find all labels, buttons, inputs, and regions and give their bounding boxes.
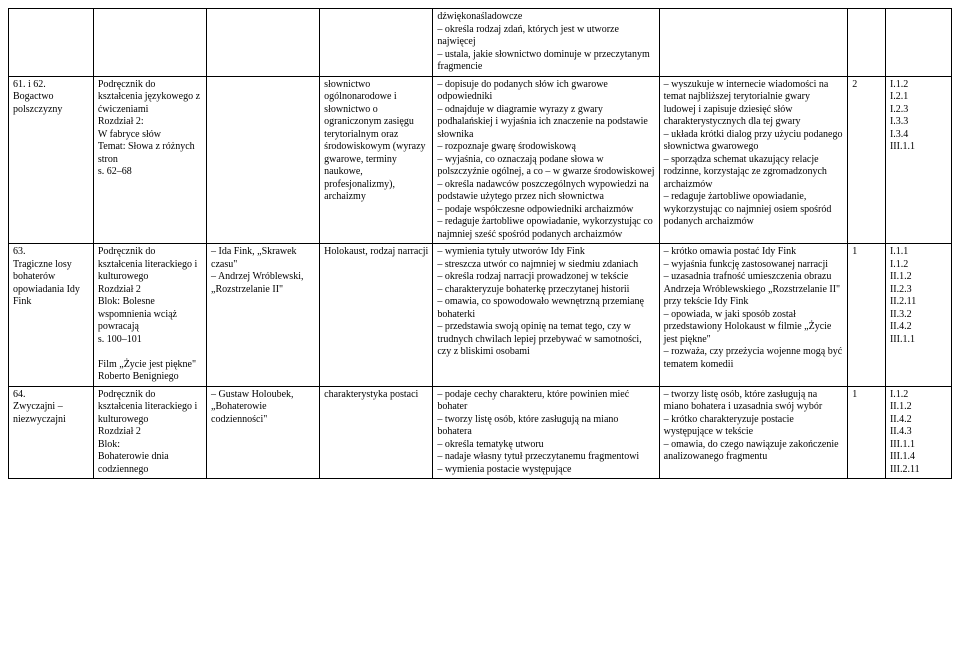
cell-c8: I.1.2II.1.2II.4.2II.4.3III.1.1III.1.4III… xyxy=(885,386,951,479)
cell-c8: I.1.1I.1.2II.1.2II.2.3II.2.11II.3.2II.4.… xyxy=(885,244,951,387)
cell-c6: – wyszukuje w internecie wiadomości na t… xyxy=(659,76,848,244)
cell-c1: 64.Zwyczajni – niezwyczajni xyxy=(9,386,94,479)
cell-c4 xyxy=(320,9,433,77)
cell-c5: – dopisuje do podanych słów ich gwarowe … xyxy=(433,76,659,244)
cell-c4: charakterystyka postaci xyxy=(320,386,433,479)
table-row: 63.Tragiczne losy bohaterów opowiadania … xyxy=(9,244,952,387)
cell-c5: – podaje cechy charakteru, które powinie… xyxy=(433,386,659,479)
cell-c7: 1 xyxy=(848,244,886,387)
cell-c4: Holokaust, rodzaj narracji xyxy=(320,244,433,387)
cell-c3: – Ida Fink, „Skrawek czasu"– Andrzej Wró… xyxy=(207,244,320,387)
cell-c8 xyxy=(885,9,951,77)
cell-c3: – Gustaw Holoubek, „Bohaterowie codzienn… xyxy=(207,386,320,479)
cell-c3 xyxy=(207,76,320,244)
cell-c6: – krótko omawia postać Idy Fink– wyjaśni… xyxy=(659,244,848,387)
table-row: 64.Zwyczajni – niezwyczajniPodręcznik do… xyxy=(9,386,952,479)
cell-c7: 2 xyxy=(848,76,886,244)
cell-c5: – wymienia tytuły utworów Idy Fink– stre… xyxy=(433,244,659,387)
cell-c6 xyxy=(659,9,848,77)
cell-c2: Podręcznik do kształcenia literackiego i… xyxy=(93,244,206,387)
cell-c7: 1 xyxy=(848,386,886,479)
cell-c1: 63.Tragiczne losy bohaterów opowiadania … xyxy=(9,244,94,387)
table-row: 61. i 62.Bogactwo polszczyznyPodręcznik … xyxy=(9,76,952,244)
cell-c2: Podręcznik do kształcenia literackiego i… xyxy=(93,386,206,479)
cell-c4: słownictwo ogólnonarodowe i słownictwo o… xyxy=(320,76,433,244)
cell-c1 xyxy=(9,9,94,77)
cell-c8: I.1.2I.2.1I.2.3I.3.3I.3.4III.1.1 xyxy=(885,76,951,244)
table-row: dźwiękonaśladowcze– określa rodzaj zdań,… xyxy=(9,9,952,77)
cell-c2 xyxy=(93,9,206,77)
cell-c6: – tworzy listę osób, które zasługują na … xyxy=(659,386,848,479)
cell-c1: 61. i 62.Bogactwo polszczyzny xyxy=(9,76,94,244)
cell-c3 xyxy=(207,9,320,77)
cell-c2: Podręcznik do kształcenia językowego z ć… xyxy=(93,76,206,244)
cell-c5: dźwiękonaśladowcze– określa rodzaj zdań,… xyxy=(433,9,659,77)
curriculum-table: dźwiękonaśladowcze– określa rodzaj zdań,… xyxy=(8,8,952,479)
cell-c7 xyxy=(848,9,886,77)
